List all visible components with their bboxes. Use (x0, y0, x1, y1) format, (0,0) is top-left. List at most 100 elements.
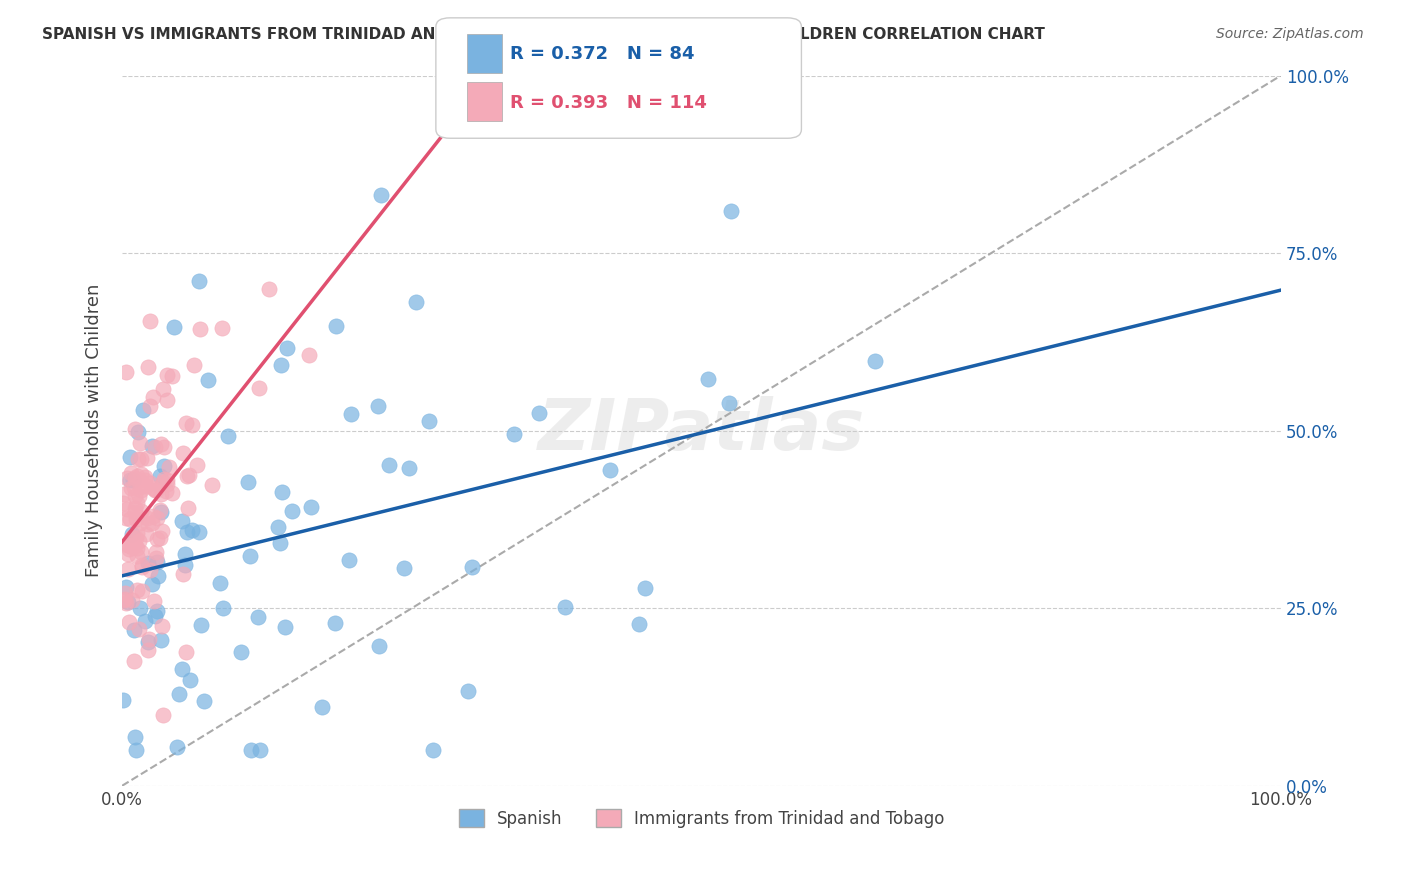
Point (141, 440, 163, 454)
Y-axis label: Family Households with Children: Family Households with Children (86, 284, 103, 577)
Point (152, 707, 174, 722)
Point (405, 294, 427, 309)
Point (117, 538, 139, 552)
Point (118, 541, 141, 556)
Point (193, 694, 215, 708)
Point (136, 517, 159, 532)
Point (634, 581, 657, 595)
Point (247, 610, 270, 624)
Point (554, 599, 576, 614)
Point (134, 470, 156, 484)
Point (124, 489, 146, 503)
Point (150, 437, 173, 451)
Point (120, 473, 142, 487)
Point (128, 436, 150, 450)
Point (129, 504, 152, 518)
Point (127, 452, 149, 467)
Point (176, 524, 198, 539)
Point (128, 533, 150, 548)
Point (118, 615, 141, 630)
Point (138, 632, 160, 646)
Point (378, 458, 401, 473)
Point (131, 558, 153, 572)
Point (127, 469, 149, 483)
Point (128, 480, 150, 494)
Point (134, 614, 156, 628)
Point (129, 467, 152, 482)
Point (150, 618, 173, 632)
Point (138, 643, 160, 657)
Point (145, 532, 167, 546)
Point (865, 354, 887, 368)
Point (186, 458, 208, 472)
Point (124, 531, 146, 545)
Point (236, 475, 259, 489)
Point (149, 632, 172, 647)
Point (211, 321, 233, 335)
Point (157, 460, 180, 475)
Point (135, 511, 157, 525)
Point (138, 556, 160, 570)
Point (281, 504, 304, 518)
Point (187, 274, 209, 288)
Point (160, 486, 183, 500)
Point (149, 469, 172, 483)
Point (129, 601, 152, 615)
Point (136, 450, 159, 465)
Point (599, 462, 621, 476)
Point (139, 399, 162, 413)
Point (229, 645, 252, 659)
Point (190, 617, 212, 632)
Point (197, 372, 219, 386)
Point (276, 341, 298, 355)
Point (141, 516, 163, 530)
Point (125, 583, 148, 598)
Point (298, 349, 321, 363)
Point (697, 372, 720, 386)
Text: SPANISH VS IMMIGRANTS FROM TRINIDAD AND TOBAGO FAMILY HOUSEHOLDS WITH CHILDREN C: SPANISH VS IMMIGRANTS FROM TRINIDAD AND … (42, 27, 1045, 42)
Point (121, 540, 143, 554)
Point (152, 459, 174, 474)
Point (273, 620, 295, 634)
Point (311, 700, 333, 714)
Point (174, 547, 197, 561)
Point (188, 322, 211, 336)
Point (139, 475, 162, 490)
Point (145, 483, 167, 497)
Point (180, 523, 202, 537)
Point (121, 530, 143, 544)
Point (146, 604, 169, 618)
Point (172, 446, 194, 460)
Point (529, 406, 551, 420)
Point (174, 645, 197, 659)
Point (398, 461, 420, 475)
Point (118, 512, 141, 526)
Point (153, 472, 176, 486)
Point (299, 500, 322, 515)
Point (212, 601, 235, 615)
Point (124, 471, 146, 485)
Point (240, 743, 263, 757)
Point (170, 514, 193, 528)
Point (139, 563, 162, 577)
Point (142, 390, 165, 404)
Point (172, 663, 194, 677)
Point (149, 503, 172, 517)
Point (143, 594, 166, 608)
Point (135, 479, 157, 493)
Point (132, 403, 155, 417)
Point (156, 476, 179, 491)
Point (111, 495, 134, 509)
Point (115, 502, 138, 516)
Point (124, 538, 146, 552)
Point (368, 639, 391, 653)
Point (117, 538, 139, 552)
Point (188, 525, 211, 540)
Point (114, 580, 136, 594)
Point (627, 616, 650, 631)
Point (134, 473, 156, 487)
Point (146, 555, 169, 569)
Point (457, 683, 479, 698)
Point (392, 560, 415, 574)
Point (138, 360, 160, 375)
